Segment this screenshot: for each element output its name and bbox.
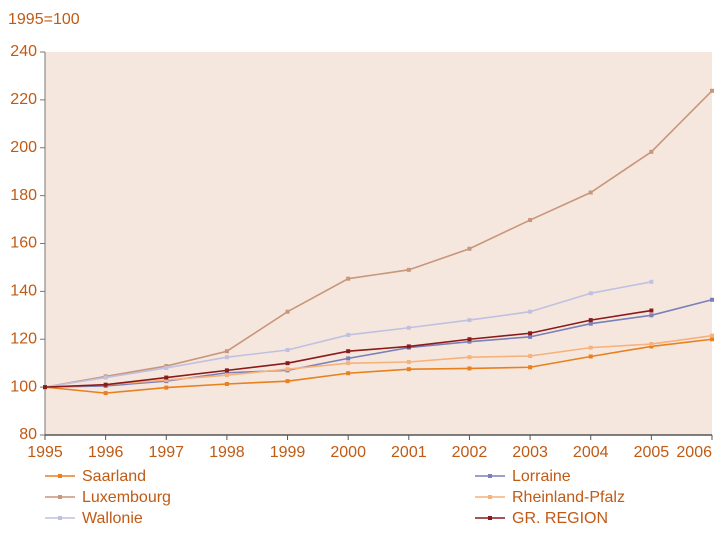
point-marker xyxy=(346,332,351,337)
point-marker xyxy=(224,382,229,387)
y-tick-label: 160 xyxy=(10,235,37,252)
point-marker xyxy=(406,325,411,330)
legend-marker xyxy=(58,474,62,478)
y-tick-label: 220 xyxy=(10,91,37,108)
legend-label: Lorraine xyxy=(512,468,571,485)
y-axis-label: 1995=100 xyxy=(8,11,80,28)
point-marker xyxy=(528,354,533,359)
y-tick-label: 240 xyxy=(10,43,37,60)
y-tick-label: 120 xyxy=(10,330,37,347)
point-marker xyxy=(346,349,351,354)
point-marker xyxy=(588,291,593,296)
point-marker xyxy=(224,370,229,375)
point-marker xyxy=(528,334,533,339)
x-tick-label: 1998 xyxy=(209,444,245,461)
series-line xyxy=(44,334,713,388)
point-marker xyxy=(649,149,654,154)
point-marker xyxy=(43,385,47,390)
point-marker xyxy=(467,318,472,323)
point-marker xyxy=(710,333,714,338)
point-marker xyxy=(224,355,229,360)
point-marker xyxy=(528,365,533,370)
x-tick-label: 2000 xyxy=(330,444,366,461)
point-marker xyxy=(103,375,108,380)
y-tick-label: 140 xyxy=(10,283,37,300)
x-tick-label: 2002 xyxy=(452,444,488,461)
legend-marker xyxy=(488,495,492,499)
point-marker xyxy=(164,375,169,380)
x-tick-label: 1995 xyxy=(27,444,63,461)
x-tick-label: 1996 xyxy=(88,444,124,461)
point-marker xyxy=(649,313,654,318)
point-marker xyxy=(588,354,593,359)
point-marker xyxy=(467,246,472,251)
point-marker xyxy=(467,339,472,344)
point-marker xyxy=(649,308,654,313)
plot-area xyxy=(45,52,712,435)
point-marker xyxy=(528,331,533,336)
point-marker xyxy=(224,349,229,354)
legend-label: Saarland xyxy=(82,468,146,485)
y-tick-label: 180 xyxy=(10,187,37,204)
point-marker xyxy=(285,367,290,372)
point-marker xyxy=(528,218,533,223)
point-marker xyxy=(346,276,351,281)
point-marker xyxy=(588,318,593,323)
point-marker xyxy=(588,321,593,326)
point-marker xyxy=(710,297,714,302)
series-line xyxy=(44,338,713,394)
point-marker xyxy=(406,344,411,349)
point-marker xyxy=(588,345,593,350)
point-marker xyxy=(285,348,290,353)
point-marker xyxy=(528,309,533,314)
x-tick-label: 2003 xyxy=(512,444,548,461)
series-line xyxy=(44,298,713,388)
point-marker xyxy=(164,385,169,390)
point-marker xyxy=(467,366,472,371)
point-marker xyxy=(710,88,714,93)
point-marker xyxy=(649,279,654,284)
point-marker xyxy=(224,373,229,378)
point-marker xyxy=(224,368,229,373)
point-marker xyxy=(346,371,351,376)
point-marker xyxy=(649,342,654,347)
x-tick-label: 1999 xyxy=(270,444,306,461)
point-marker xyxy=(285,379,290,384)
x-tick-label: 1997 xyxy=(148,444,184,461)
x-tick-label: 2004 xyxy=(573,444,609,461)
point-marker xyxy=(103,391,108,396)
point-marker xyxy=(588,190,593,195)
point-marker xyxy=(285,361,290,366)
point-marker xyxy=(346,356,351,361)
series-line xyxy=(44,90,713,388)
point-marker xyxy=(103,382,108,387)
point-marker xyxy=(406,267,411,272)
point-marker xyxy=(467,337,472,342)
legend-label: Wallonie xyxy=(82,510,143,527)
legend-label: Rheinland-Pfalz xyxy=(512,489,625,506)
y-tick-label: 200 xyxy=(10,139,37,156)
point-marker xyxy=(285,309,290,314)
x-tick-label: 2006 xyxy=(676,444,712,461)
legend-label: Luxembourg xyxy=(82,489,171,506)
point-marker xyxy=(649,344,654,349)
point-marker xyxy=(710,337,714,342)
point-marker xyxy=(346,361,351,366)
x-tick-label: 2005 xyxy=(634,444,670,461)
point-marker xyxy=(406,367,411,372)
legend-marker xyxy=(58,516,62,520)
y-tick-label: 80 xyxy=(19,426,37,443)
point-marker xyxy=(406,359,411,364)
point-marker xyxy=(164,377,169,382)
legend-marker xyxy=(58,495,62,499)
legend-marker xyxy=(488,516,492,520)
legend-marker xyxy=(488,474,492,478)
legend-label: GR. REGION xyxy=(512,510,608,527)
point-marker xyxy=(467,355,472,360)
x-tick-label: 2001 xyxy=(391,444,427,461)
y-tick-label: 100 xyxy=(10,378,37,395)
point-marker xyxy=(164,365,169,370)
